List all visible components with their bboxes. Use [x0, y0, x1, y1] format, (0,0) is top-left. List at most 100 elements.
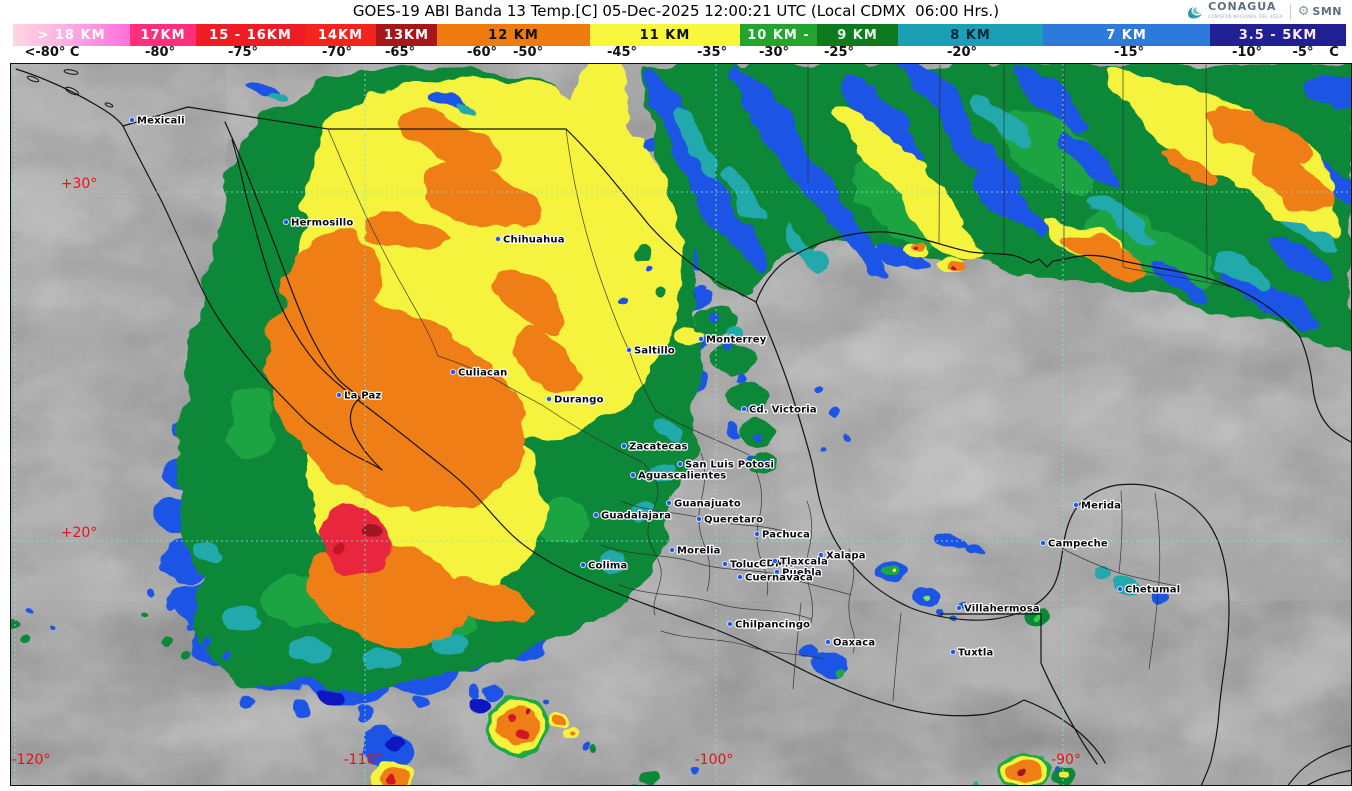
temp-tick-11: -20° [947, 45, 977, 60]
legend-segment-11: 3.5 - 5KM [1210, 24, 1346, 46]
conagua-label: CONAGUA [1208, 0, 1277, 13]
temp-tick-1: -80° [145, 45, 175, 60]
convective-cells-south [363, 685, 1075, 785]
temp-tick-14: -5° [1292, 45, 1314, 60]
smn-logo: ⚙ SMN [1298, 5, 1342, 18]
city-dot [727, 621, 734, 628]
city-dot [722, 561, 729, 568]
city-label: Tlaxcala [780, 557, 828, 568]
city-label: Toluca [730, 560, 767, 571]
satellite-map: Mexicali Hermosillo Chihuahua Culiacan La Pa… [10, 63, 1352, 786]
smn-label: SMN [1312, 5, 1342, 18]
city-label: Morelia [677, 546, 721, 557]
state-boundaries [327, 64, 1232, 702]
longitude-label: -90° [1051, 752, 1081, 768]
city-label: Xalapa [826, 551, 866, 562]
city-dot [580, 562, 587, 569]
city-label: Cuernavaca [745, 573, 813, 584]
temp-tick-5: -60° [467, 45, 497, 60]
city-label: Queretaro [704, 515, 763, 526]
city-dot [335, 391, 342, 398]
city-dot [950, 649, 957, 656]
legend-segment-8: 9 KM [817, 24, 898, 46]
city-dot [698, 335, 705, 342]
city-label: Tuxtla [958, 648, 993, 659]
temperature-scale: <-80° C -80° -75° -70° -65° -60° -50° -45° -35° -… [0, 45, 1352, 62]
city-dot [774, 569, 781, 576]
city-label: Colima [588, 561, 627, 572]
coastlines-borders [15, 68, 1351, 785]
cloud-system-northwest [152, 65, 755, 724]
temp-tick-10: -25° [824, 45, 854, 60]
legend-segment-2: 15 - 16KM [196, 24, 305, 46]
city-label: Campeche [1048, 539, 1108, 550]
city-dot [754, 531, 761, 538]
city-label: Aguascalientes [638, 471, 726, 482]
temp-tick-6: -50° [513, 45, 543, 60]
city-dot [449, 368, 456, 375]
temp-tick-12: -15° [1114, 45, 1144, 60]
city-label: La Paz [344, 391, 381, 402]
city-dot [1117, 586, 1124, 593]
city-label: Chilpancingo [735, 620, 810, 631]
city-dot [1040, 540, 1047, 547]
latitude-label: +30° [61, 176, 98, 192]
city-label: Chihuahua [503, 235, 565, 246]
temp-tick-7: -45° [607, 45, 637, 60]
city-dot [282, 218, 289, 225]
legend-segment-6: 11 KM [590, 24, 740, 46]
cloud-system-northeast [572, 64, 1351, 353]
city-dot [677, 460, 684, 467]
city-dot [630, 471, 637, 478]
city-label: Cd. Victoria [749, 405, 817, 416]
city-label: Hermosillo [291, 218, 353, 229]
city-dot [772, 558, 779, 565]
city-label: Pachuca [762, 530, 810, 541]
city-label: Durango [554, 395, 604, 406]
temp-tick-9: -30° [759, 45, 789, 60]
city-dot [128, 117, 135, 124]
agency-logos: CONAGUA COMISIÓN NACIONAL DEL AGUA ⚙ SMN [1184, 1, 1344, 22]
city-dot [593, 511, 600, 518]
legend-segment-1: 17KM [130, 24, 196, 46]
city-label: Merida [1081, 501, 1121, 512]
legend-segment-0: > 18 KM [13, 24, 130, 46]
city-dot [696, 516, 703, 523]
conagua-wave-icon [1188, 6, 1203, 18]
city-label: Culiacan [458, 368, 507, 379]
city-label: Saltillo [634, 346, 675, 357]
temp-tick-8: -35° [697, 45, 727, 60]
city-dot [546, 395, 553, 402]
city-label: Monterrey [706, 335, 767, 346]
city-dot [626, 346, 633, 353]
temp-tick-4: -65° [385, 45, 415, 60]
conagua-logo: CONAGUA COMISIÓN NACIONAL DEL AGUA [1186, 0, 1283, 22]
longitude-label: -120° [12, 752, 51, 768]
city-dot [494, 235, 501, 242]
longitude-label: -100° [695, 752, 734, 768]
legend-segment-7: 10 KM - [740, 24, 817, 46]
lat-lon-grid [11, 64, 1351, 785]
city-dot [825, 639, 832, 646]
longitude-label: -110° [344, 752, 383, 768]
conagua-sublabel: COMISIÓN NACIONAL DEL AGUA [1208, 13, 1283, 19]
city-label: Guanajuato [674, 499, 741, 510]
city-dot [741, 405, 748, 412]
temp-tick-2: -75° [228, 45, 258, 60]
city-dot [818, 552, 825, 559]
legend-segment-9: 8 KM [898, 24, 1043, 46]
city-label: Zacatecas [629, 442, 688, 453]
city-dot [621, 442, 628, 449]
latitude-label: +20° [61, 525, 98, 541]
city-label: Chetumal [1125, 585, 1180, 596]
city-dot [669, 547, 676, 554]
legend-segment-3: 14KM [305, 24, 376, 46]
city-label: Puebla [782, 568, 822, 579]
temp-tick-13: -10° [1232, 45, 1262, 60]
city-label: Mexicali [137, 116, 185, 127]
temp-tick-0: <-80° C [24, 45, 80, 60]
scattered-storm-cells [11, 83, 1171, 785]
city-dot [666, 499, 673, 506]
city-markers: Mexicali Hermosillo Chihuahua Culiacan La Pa… [128, 114, 1181, 660]
